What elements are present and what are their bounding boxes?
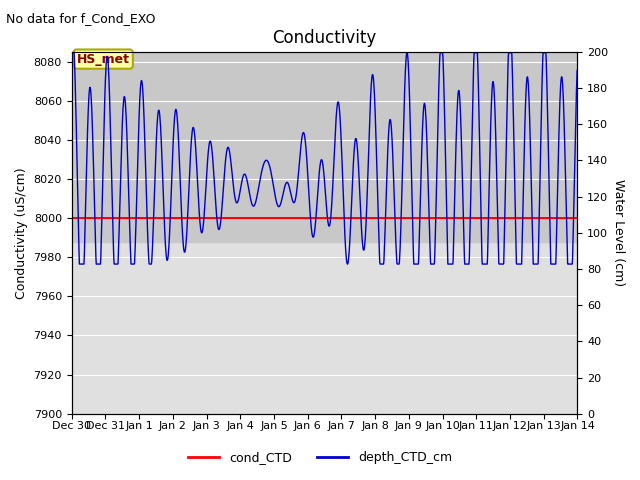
Title: Conductivity: Conductivity xyxy=(273,29,377,48)
Y-axis label: Conductivity (uS/cm): Conductivity (uS/cm) xyxy=(15,167,28,299)
Legend: cond_CTD, depth_CTD_cm: cond_CTD, depth_CTD_cm xyxy=(183,446,457,469)
Y-axis label: Water Level (cm): Water Level (cm) xyxy=(612,179,625,286)
Text: No data for f_Cond_EXO: No data for f_Cond_EXO xyxy=(6,12,156,25)
Bar xyxy=(72,52,577,241)
Text: HS_met: HS_met xyxy=(77,53,130,66)
